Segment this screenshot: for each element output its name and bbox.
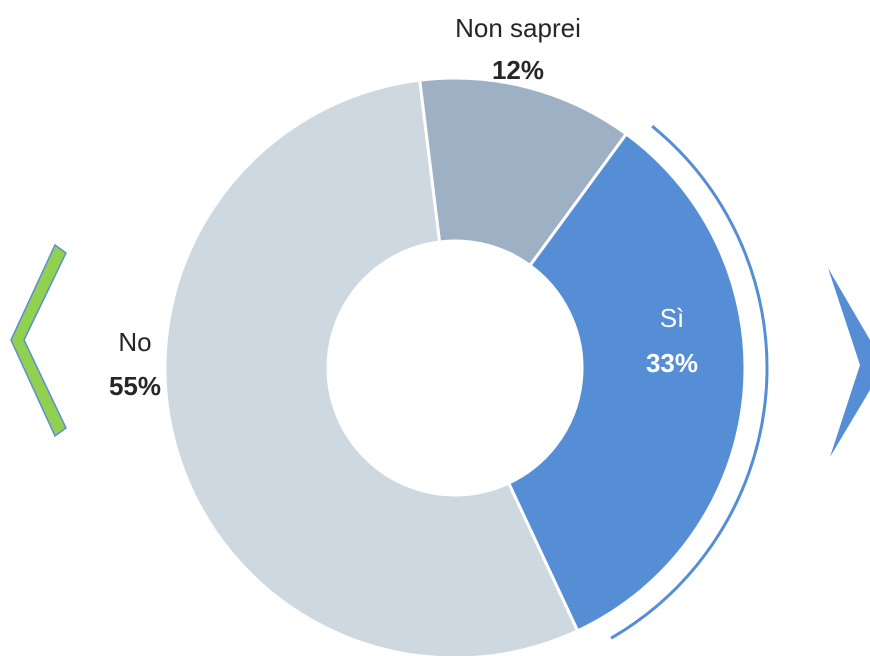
donut-slice bbox=[506, 131, 747, 633]
slice-value-label: 55% bbox=[109, 371, 161, 401]
next-arrow[interactable] bbox=[828, 268, 870, 457]
donut-slice bbox=[163, 78, 580, 656]
slice-label: No bbox=[118, 327, 151, 357]
slice-value-label: 33% bbox=[646, 348, 698, 378]
slice-label: Sì bbox=[660, 303, 685, 333]
slice-label: Non saprei bbox=[455, 13, 581, 43]
previous-arrow[interactable] bbox=[10, 243, 67, 438]
highlight-arc bbox=[610, 125, 769, 640]
slice-value-label: 12% bbox=[492, 55, 544, 85]
donut-slice bbox=[417, 76, 629, 268]
